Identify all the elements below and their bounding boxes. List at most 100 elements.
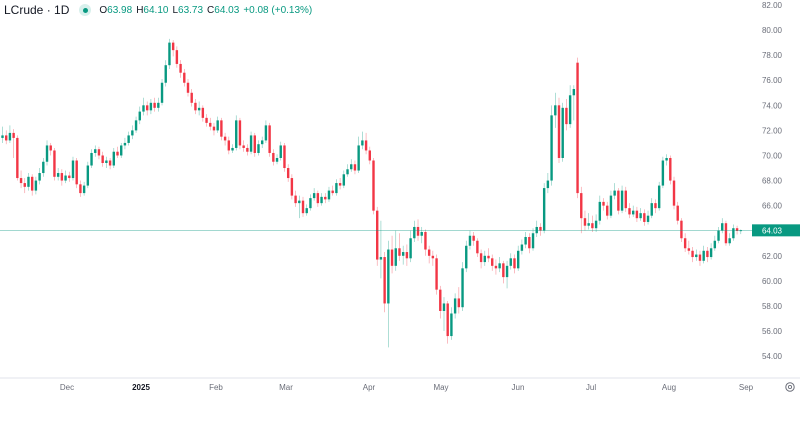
candle [112, 147, 115, 169]
candle [298, 195, 301, 219]
candle-body [357, 145, 360, 171]
x-tick-label: Apr [363, 383, 376, 392]
candle-body [665, 157, 668, 161]
y-tick-label: 78.00 [762, 51, 783, 60]
candle-body [38, 173, 41, 181]
candle-body [123, 142, 127, 146]
candle [491, 254, 494, 271]
candle [624, 186, 627, 212]
candle [602, 198, 605, 211]
candle [446, 300, 449, 344]
candle-body [442, 303, 446, 311]
candle [60, 169, 64, 186]
candle [728, 233, 731, 246]
candle-body [379, 257, 383, 260]
candle-body [79, 184, 82, 194]
candle-body [550, 115, 553, 181]
candle-body [56, 173, 60, 177]
candle [149, 99, 153, 115]
candle-body [327, 190, 331, 200]
candle-body [557, 105, 561, 158]
candle-body [431, 255, 435, 259]
y-tick-label: 70.00 [762, 151, 783, 160]
x-tick-label: Jul [586, 383, 596, 392]
x-tick-label: 2025 [132, 383, 150, 392]
candle-body [531, 233, 535, 249]
candle-body [183, 72, 186, 83]
candle-body [23, 183, 26, 187]
candle [316, 190, 320, 207]
candle-body [457, 298, 461, 308]
candle [164, 60, 167, 87]
candle [628, 203, 631, 219]
candle-body [1, 135, 4, 138]
candle [487, 248, 490, 263]
candle-body [220, 120, 223, 137]
candle-body [238, 120, 242, 146]
candle [609, 190, 613, 219]
candle [665, 154, 668, 166]
candle-body [491, 258, 494, 266]
candle [1, 126, 4, 143]
candle [364, 132, 368, 155]
time-axis[interactable]: Dec 2025 Feb Mar Apr May Jun Jul Aug Sep [60, 383, 754, 392]
candle [75, 157, 78, 189]
candle [42, 157, 45, 177]
gear-icon[interactable] [785, 382, 795, 392]
candle [49, 142, 52, 156]
y-tick-label: 62.00 [762, 252, 783, 261]
candle-body [528, 236, 531, 249]
candle [82, 181, 86, 196]
candle [683, 233, 687, 253]
candle [461, 262, 464, 311]
candle [238, 117, 242, 150]
candle [587, 213, 590, 230]
candle [535, 220, 538, 237]
candle-body [205, 117, 208, 123]
candle-body [190, 92, 193, 103]
candle-body [672, 180, 676, 206]
candle [498, 257, 501, 273]
candle-body [554, 105, 557, 116]
candle-body [64, 175, 67, 181]
candle [401, 245, 405, 265]
candle-body [580, 193, 583, 219]
candle-body [683, 238, 687, 249]
candle-body [324, 196, 327, 200]
candle [453, 293, 457, 319]
candle-body [127, 135, 130, 143]
candle-body [294, 195, 297, 204]
symbol-title[interactable]: LCrude · 1D [4, 3, 70, 17]
candle-body [520, 244, 524, 251]
candle [476, 238, 479, 258]
candle-body [16, 137, 19, 179]
x-tick-label: Feb [209, 383, 223, 392]
candle-body [231, 147, 234, 151]
candle [398, 233, 401, 261]
candle-body [609, 195, 613, 216]
x-tick-label: Aug [662, 383, 676, 392]
candle [268, 122, 271, 157]
candle-body [8, 132, 12, 141]
price-axis[interactable]: 82.00 80.00 78.00 76.00 74.00 72.00 70.00 68.00… [752, 1, 800, 361]
candle-body [34, 180, 38, 191]
candle [724, 220, 728, 246]
y-tick-label: 54.00 [762, 352, 783, 361]
candle [691, 247, 694, 263]
candle-body [153, 102, 156, 108]
candle [64, 170, 67, 184]
candle [643, 209, 646, 226]
candle [372, 157, 375, 215]
open-label: O [99, 4, 108, 16]
candle-body [565, 107, 568, 125]
candle [179, 60, 182, 78]
candle-body [568, 95, 572, 125]
candle-body [732, 228, 735, 239]
candle-body [572, 89, 576, 96]
candle [394, 230, 397, 271]
candle [450, 307, 453, 340]
candle [227, 136, 231, 155]
candle [101, 151, 104, 167]
candle-body [502, 263, 505, 278]
